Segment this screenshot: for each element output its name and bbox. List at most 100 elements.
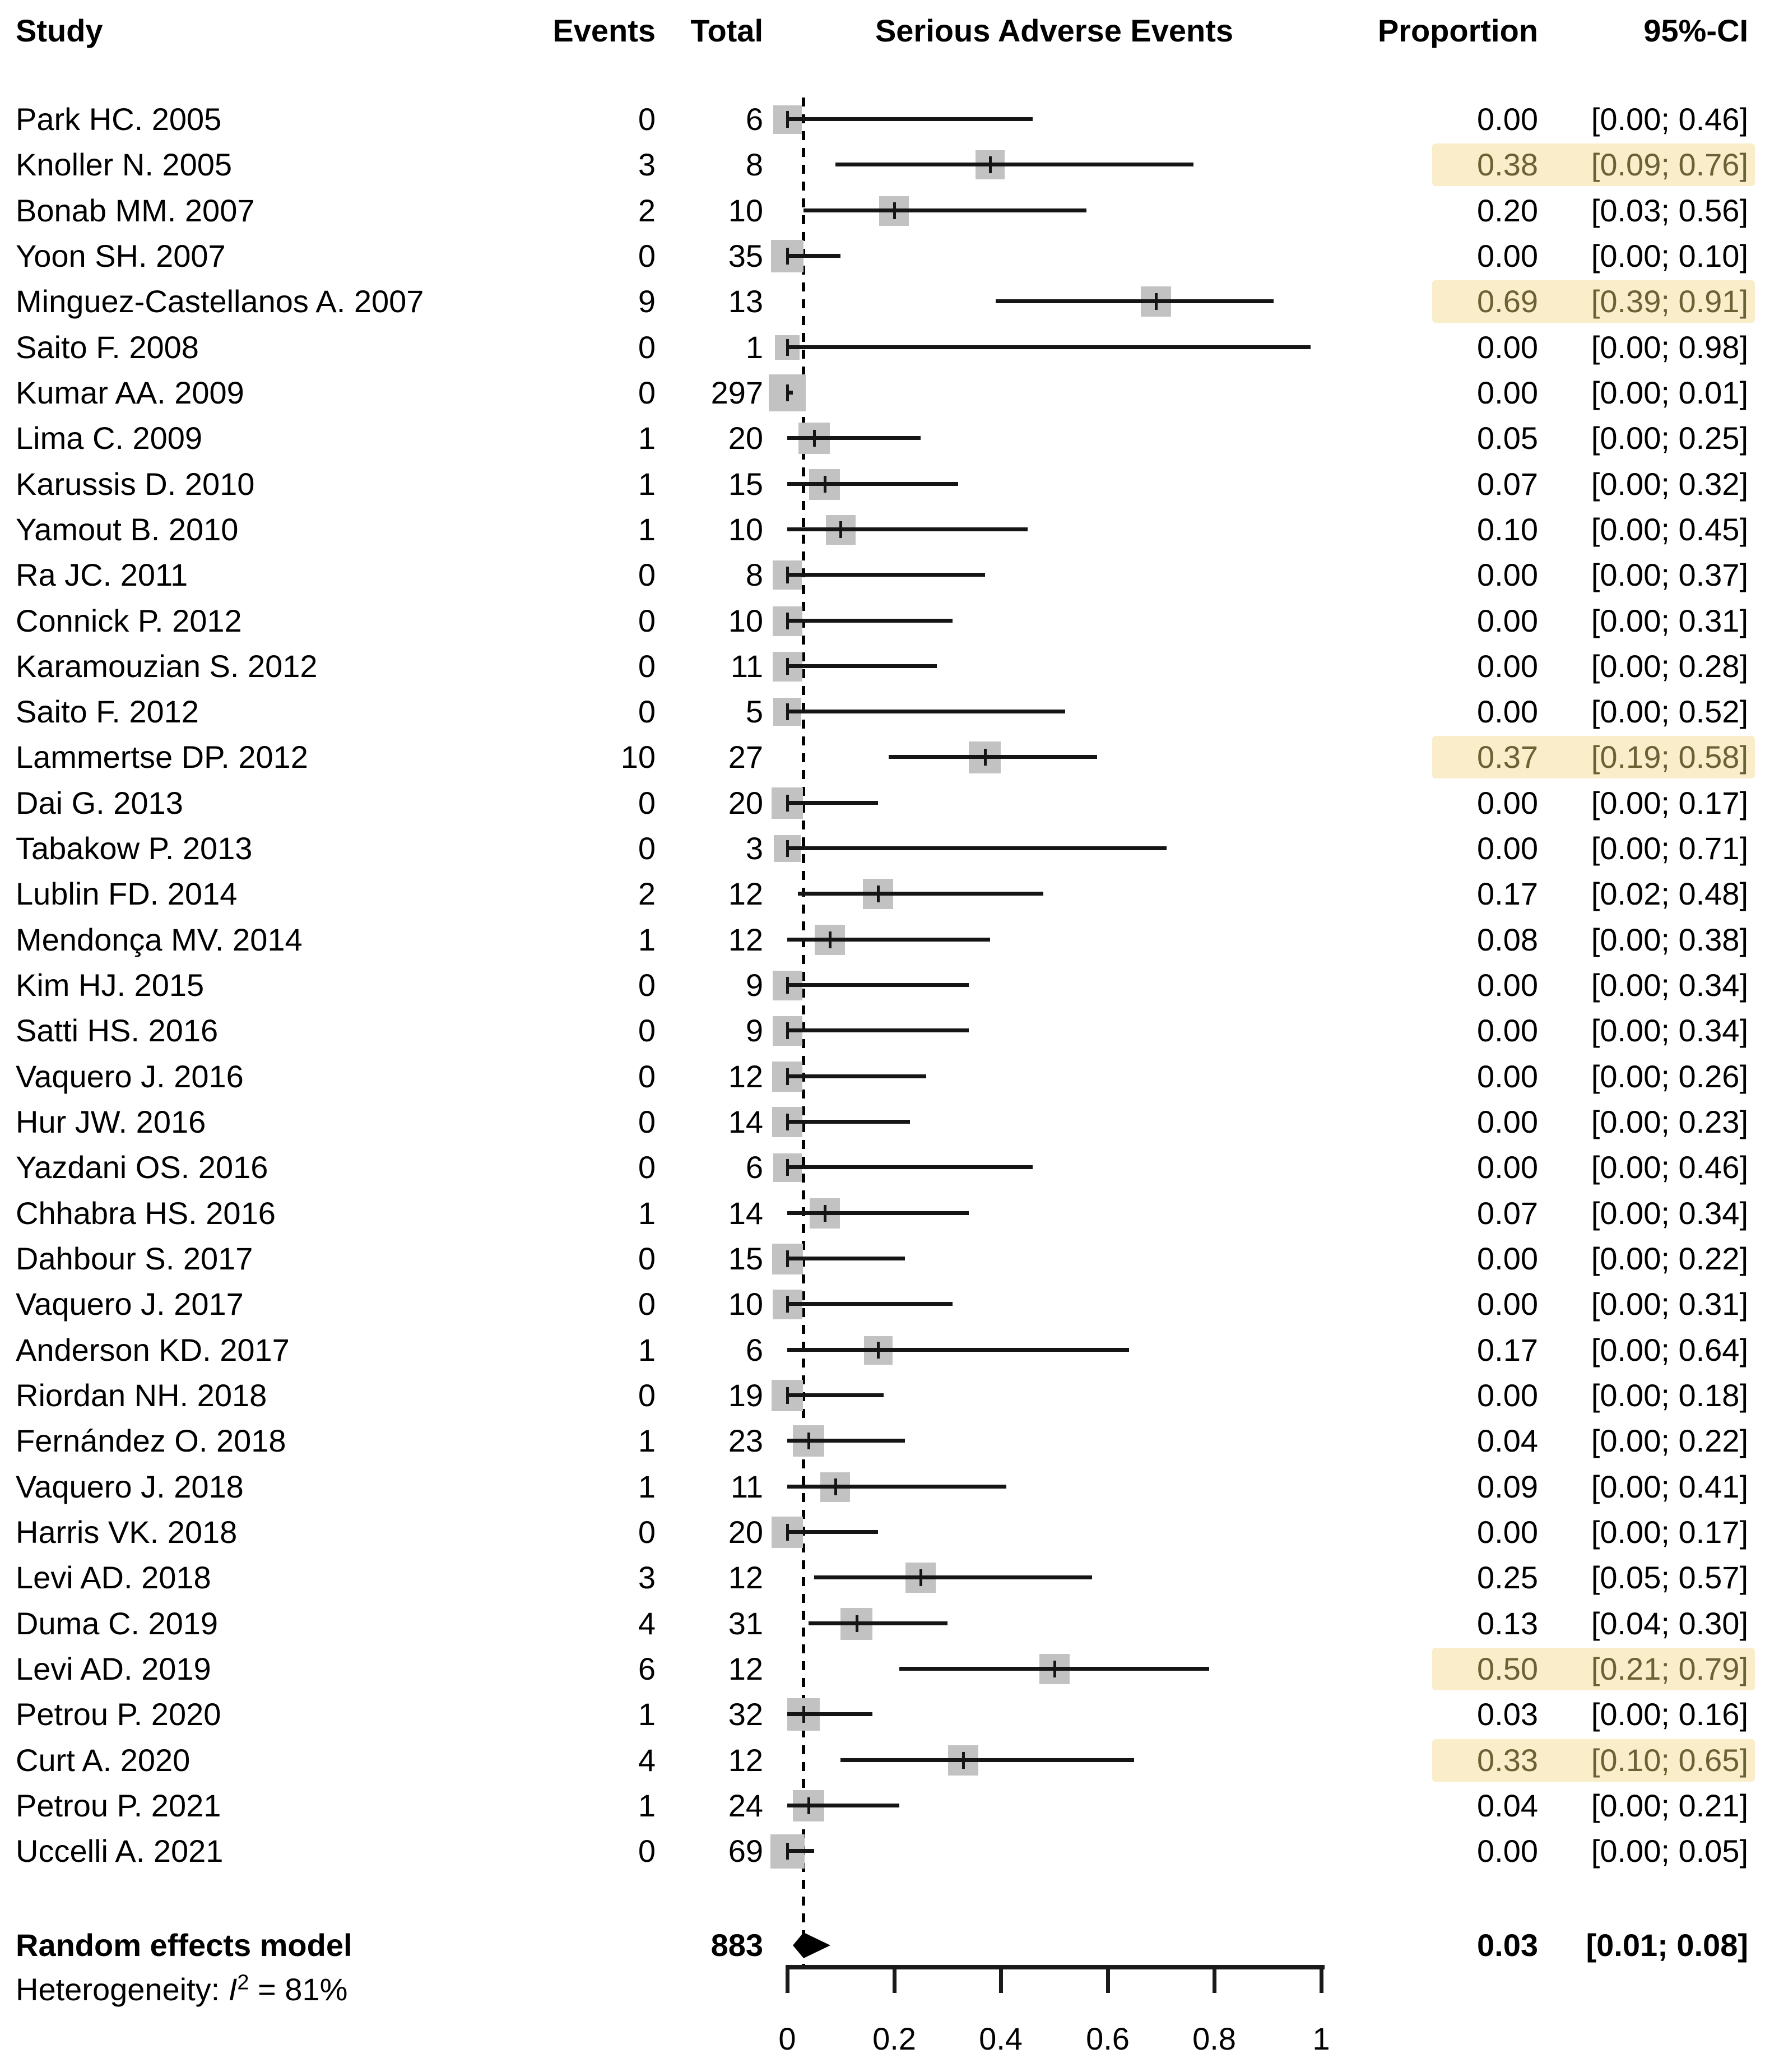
study-name: Karussis D. 2010	[16, 466, 255, 502]
total-value: 15	[728, 466, 763, 502]
events-value: 0	[638, 1104, 656, 1139]
proportion-value: 0.07	[1477, 466, 1538, 502]
point-estimate-tick	[824, 476, 826, 493]
ci-whisker	[787, 436, 921, 440]
point-estimate-tick	[786, 1114, 789, 1130]
point-estimate-tick	[786, 384, 789, 401]
point-estimate-tick	[786, 658, 789, 675]
forest-row: Lublin FD. 2014 2 12 0.17 [0.02; 0.48]	[0, 871, 1765, 917]
study-name: Minguez-Castellanos A. 2007	[16, 284, 424, 319]
proportion-value: 0.08	[1477, 922, 1538, 957]
total-value: 69	[728, 1833, 763, 1869]
total-value: 10	[728, 193, 763, 228]
point-estimate-tick	[807, 1797, 810, 1814]
ci-whisker	[803, 208, 1086, 212]
column-header-proportion: Proportion	[1377, 13, 1538, 48]
ci-whisker	[787, 482, 958, 486]
heterogeneity-stat: I	[228, 1972, 238, 2007]
study-name: Petrou P. 2020	[16, 1696, 221, 1732]
column-header-study: Study	[16, 13, 103, 48]
forest-row: Anderson KD. 2017 1 6 0.17 [0.00; 0.64]	[0, 1327, 1765, 1373]
pooled-estimate-dotted-line	[802, 98, 805, 1967]
forest-row: Uccelli A. 2021 0 69 0.00 [0.00; 0.05]	[0, 1828, 1765, 1874]
ci-value: [0.00; 0.34]	[1591, 1013, 1748, 1048]
ci-value: [0.00; 0.16]	[1591, 1696, 1748, 1732]
ci-value: [0.00; 0.28]	[1591, 648, 1748, 684]
study-name: Connick P. 2012	[16, 603, 242, 638]
total-value: 9	[745, 1013, 763, 1048]
events-value: 0	[638, 603, 656, 638]
total-value: 11	[730, 648, 763, 684]
point-estimate-tick	[786, 1843, 789, 1860]
study-name: Chhabra HS. 2016	[16, 1195, 276, 1231]
ci-value: [0.21; 0.79]	[1591, 1651, 1748, 1686]
ci-value: [0.00; 0.34]	[1591, 1195, 1748, 1231]
point-estimate-tick	[802, 1706, 805, 1723]
proportion-value: 0.37	[1477, 739, 1538, 775]
ci-whisker	[996, 299, 1274, 303]
ci-value: [0.00; 0.21]	[1591, 1788, 1748, 1823]
events-value: 1	[638, 1788, 656, 1823]
study-name: Levi AD. 2018	[16, 1560, 211, 1595]
forest-row: Hur JW. 2016 0 14 0.00 [0.00; 0.23]	[0, 1099, 1765, 1145]
forest-row: Vaquero J. 2017 0 10 0.00 [0.00; 0.31]	[0, 1281, 1765, 1327]
x-axis-tick-label: 0.8	[1192, 2021, 1236, 2056]
forest-row: Mendonça MV. 2014 1 12 0.08 [0.00; 0.38]	[0, 917, 1765, 963]
proportion-value: 0.04	[1477, 1423, 1538, 1458]
proportion-value: 0.17	[1477, 876, 1538, 911]
ci-whisker	[787, 846, 1167, 850]
point-estimate-tick	[919, 1569, 922, 1586]
forest-row: Connick P. 2012 0 10 0.00 [0.00; 0.31]	[0, 598, 1765, 644]
forest-row: Karussis D. 2010 1 15 0.07 [0.00; 0.32]	[0, 461, 1765, 507]
ci-value: [0.00; 0.25]	[1591, 420, 1748, 456]
ci-value: [0.00; 0.41]	[1591, 1469, 1748, 1504]
ci-whisker	[787, 619, 953, 623]
ci-value: [0.03; 0.56]	[1591, 193, 1748, 228]
point-estimate-tick	[786, 1022, 789, 1039]
point-estimate-tick	[786, 111, 789, 128]
events-value: 1	[638, 466, 656, 502]
events-value: 0	[638, 238, 656, 274]
events-value: 0	[638, 1514, 656, 1550]
ci-whisker	[787, 1530, 878, 1534]
forest-row: Fernández O. 2018 1 23 0.04 [0.00; 0.22]	[0, 1418, 1765, 1464]
study-name: Uccelli A. 2021	[16, 1833, 224, 1869]
ci-value: [0.00; 0.98]	[1591, 330, 1748, 365]
forest-row: Satti HS. 2016 0 9 0.00 [0.00; 0.34]	[0, 1008, 1765, 1054]
study-name: Fernández O. 2018	[16, 1423, 286, 1458]
ci-whisker	[787, 1393, 884, 1397]
ci-value: [0.00; 0.71]	[1591, 831, 1748, 866]
point-estimate-tick	[829, 931, 832, 948]
point-estimate-tick	[786, 339, 789, 356]
events-value: 0	[638, 1059, 656, 1094]
study-name: Kim HJ. 2015	[16, 967, 205, 1003]
ci-whisker	[787, 1120, 910, 1124]
ci-value: [0.00; 0.10]	[1591, 238, 1748, 274]
total-value: 23	[728, 1423, 763, 1458]
forest-row: Kim HJ. 2015 0 9 0.00 [0.00; 0.34]	[0, 962, 1765, 1008]
highlight-band	[1432, 736, 1755, 778]
point-estimate-tick	[856, 1615, 858, 1632]
proportion-value: 0.17	[1477, 1332, 1538, 1368]
highlight-band	[1432, 1739, 1755, 1782]
events-value: 0	[638, 785, 656, 821]
x-axis-tick	[786, 1965, 789, 1993]
point-estimate-tick	[807, 1433, 810, 1449]
point-estimate-tick	[786, 977, 789, 994]
study-name: Dai G. 2013	[16, 785, 183, 821]
total-value: 12	[728, 1560, 763, 1595]
total-value: 9	[745, 967, 763, 1003]
column-header-ci: 95%-CI	[1643, 13, 1748, 48]
forest-row: Harris VK. 2018 0 20 0.00 [0.00; 0.17]	[0, 1509, 1765, 1555]
point-estimate-tick	[877, 1342, 880, 1359]
total-value: 297	[710, 375, 763, 410]
ci-whisker	[787, 938, 990, 942]
proportion-value: 0.13	[1477, 1606, 1538, 1641]
study-name: Curt A. 2020	[16, 1742, 191, 1778]
point-estimate-tick	[989, 156, 992, 173]
proportion-value: 0.05	[1477, 420, 1538, 456]
study-name: Vaquero J. 2016	[16, 1059, 244, 1094]
point-estimate-tick	[893, 202, 896, 219]
events-value: 2	[638, 193, 656, 228]
total-value: 27	[728, 739, 763, 775]
